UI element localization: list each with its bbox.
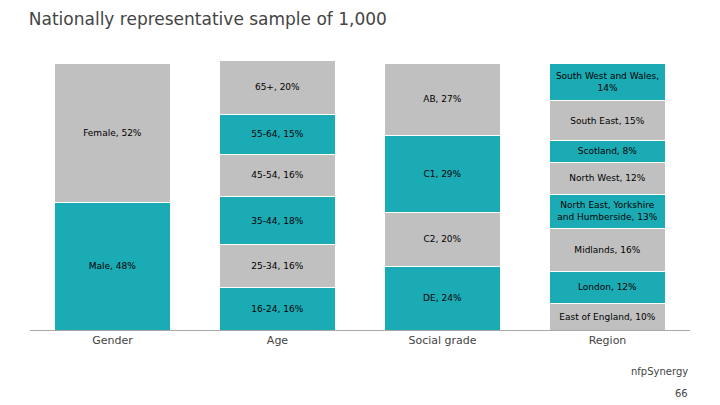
svg-text:AB, 27%: AB, 27% [423, 94, 462, 104]
svg-text:65+, 20%: 65+, 20% [255, 82, 300, 92]
svg-text:nfpSynergy: nfpSynergy [631, 366, 688, 377]
svg-text:Gender: Gender [92, 334, 133, 347]
svg-text:66: 66 [675, 388, 688, 399]
svg-text:Age: Age [267, 334, 289, 347]
svg-text:South West and Wales,14%: South West and Wales,14% [556, 71, 659, 93]
svg-text:16-24, 16%: 16-24, 16% [251, 304, 303, 314]
svg-text:45-54, 16%: 45-54, 16% [251, 170, 303, 180]
svg-text:35-44, 18%: 35-44, 18% [251, 216, 303, 226]
svg-text:South East, 15%: South East, 15% [570, 116, 645, 126]
svg-text:Region: Region [589, 334, 627, 347]
svg-text:Male, 48%: Male, 48% [89, 261, 136, 271]
svg-text:Nationally representative samp: Nationally representative sample of 1,00… [29, 9, 387, 29]
svg-text:North East, Yorkshireand Humbe: North East, Yorkshireand Humberside, 13% [557, 200, 658, 222]
svg-text:Female, 52%: Female, 52% [83, 128, 142, 138]
svg-text:C2, 20%: C2, 20% [423, 234, 461, 244]
svg-text:North West, 12%: North West, 12% [569, 173, 645, 183]
svg-text:Scotland, 8%: Scotland, 8% [578, 146, 638, 156]
svg-text:C1, 29%: C1, 29% [423, 169, 461, 179]
svg-text:Midlands, 16%: Midlands, 16% [574, 245, 640, 255]
svg-text:55-64, 15%: 55-64, 15% [251, 129, 303, 139]
svg-text:DE, 24%: DE, 24% [423, 293, 462, 303]
svg-text:25-34, 16%: 25-34, 16% [251, 261, 303, 271]
svg-text:Social grade: Social grade [408, 334, 476, 347]
svg-text:London, 12%: London, 12% [578, 282, 637, 292]
svg-text:East of England, 10%: East of England, 10% [559, 312, 656, 322]
